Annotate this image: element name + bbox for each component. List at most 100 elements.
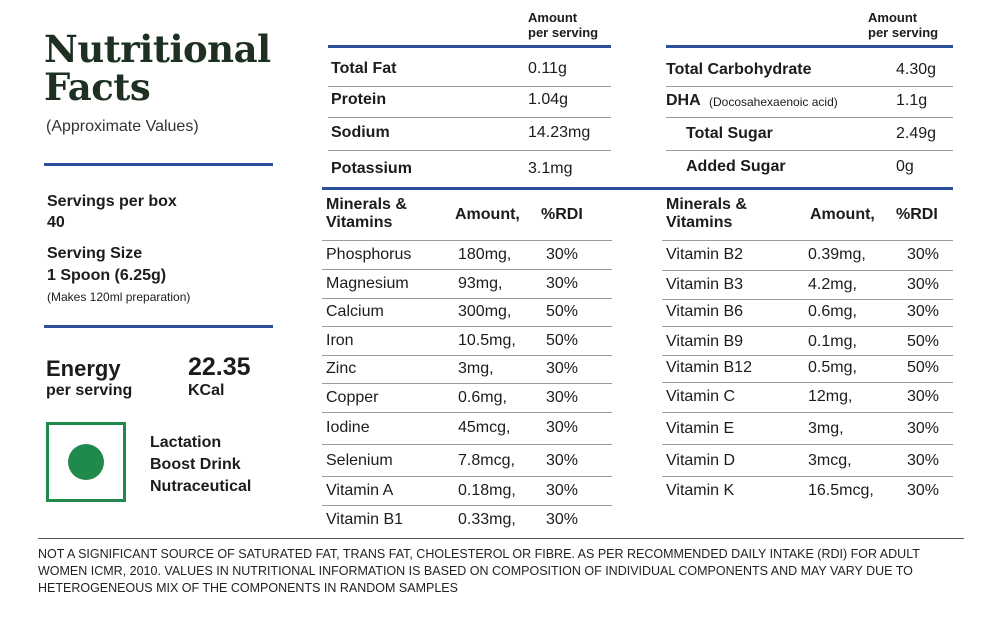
vitamin-amount: 4.2mg,	[808, 276, 857, 293]
mineral-name: Vitamin B1	[326, 511, 404, 528]
column-header-amount: Amount,	[455, 206, 520, 223]
product-line-3: Nutraceutical	[150, 478, 252, 495]
row-divider	[322, 383, 612, 384]
vitamin-name: Vitamin D	[666, 452, 736, 469]
nutrient-value: 3.1mg	[528, 160, 573, 177]
header-line-2: per serving	[528, 25, 599, 40]
table-top-rule	[666, 45, 953, 48]
macros-right-header: Amount per serving	[868, 10, 938, 40]
serving-size-note: (Makes 120ml preparation)	[47, 290, 191, 304]
vitamin-rdi: 30%	[907, 452, 940, 469]
nutrient-value: 0g	[896, 158, 914, 175]
nutrient-value: 14.23mg	[528, 124, 591, 141]
nutrient-value: 2.49g	[896, 125, 937, 142]
mineral-name: Calcium	[326, 303, 384, 320]
mineral-amount: 45mcg,	[458, 419, 511, 436]
row-divider	[662, 270, 953, 271]
mineral-name: Zinc	[326, 360, 357, 377]
vitamin-name: Vitamin K	[666, 482, 735, 499]
energy-label: Energy	[46, 356, 121, 381]
vitamin-amount: 0.5mg,	[808, 359, 857, 376]
header-line-2: Vitamins	[666, 214, 733, 231]
vitamin-name: Vitamin B9	[666, 333, 744, 350]
column-header-amount: Amount,	[810, 206, 875, 223]
row-divider	[666, 86, 953, 87]
serving-size-value: 1 Spoon (6.25g)	[47, 267, 167, 284]
footer-rule	[38, 538, 964, 539]
mineral-amount: 0.18mg,	[458, 482, 516, 499]
divider	[44, 325, 273, 328]
mineral-name: Vitamin A	[326, 482, 394, 499]
nutrient-name: Protein	[331, 91, 387, 108]
mineral-amount: 0.6mg,	[458, 389, 507, 406]
row-divider	[322, 326, 612, 327]
row-divider	[322, 505, 612, 506]
nutrient-name: Total Carbohydrate	[666, 61, 812, 78]
vitamin-name: Vitamin B6	[666, 303, 744, 320]
mineral-rdi: 30%	[546, 419, 579, 436]
mineral-name: Magnesium	[326, 275, 409, 292]
header-line-2: Vitamins	[326, 214, 393, 231]
mineral-rdi: 30%	[546, 246, 579, 263]
vitamin-rdi: 30%	[907, 246, 940, 263]
nutrient-note: (Docosahexaenoic acid)	[709, 95, 838, 109]
nutrient-name: Total Sugar	[686, 125, 773, 142]
servings-per-box-value: 40	[47, 214, 65, 231]
macros-left-header: Amount per serving	[528, 10, 598, 40]
product-line-1: Lactation	[150, 434, 222, 451]
nutrient-value: 1.1g	[896, 92, 928, 109]
vitamin-name: Vitamin E	[666, 420, 735, 437]
mineral-rdi: 50%	[546, 332, 579, 349]
row-divider	[662, 476, 953, 477]
nutrient-name: Sodium	[331, 124, 390, 141]
vitamin-amount: 12mg,	[808, 388, 853, 405]
mineral-name: Selenium	[326, 452, 393, 469]
column-header-name: Minerals & Vitamins	[666, 196, 747, 232]
row-divider	[322, 240, 612, 241]
mineral-amount: 0.33mg,	[458, 511, 516, 528]
row-divider	[662, 299, 953, 300]
vitamin-amount: 0.1mg,	[808, 333, 857, 350]
row-divider	[322, 355, 612, 356]
vitamin-amount: 3mcg,	[808, 452, 852, 469]
mineral-amount: 300mg,	[458, 303, 512, 320]
vitamin-name: Vitamin B12	[666, 359, 752, 376]
section-rule	[322, 187, 953, 190]
vitamin-rdi: 50%	[907, 359, 940, 376]
row-divider	[322, 412, 612, 413]
column-header-rdi: %RDI	[541, 206, 583, 223]
vitamin-name: Vitamin B2	[666, 246, 744, 263]
nutrient-name: Added Sugar	[686, 158, 786, 175]
vitamin-rdi: 30%	[907, 276, 940, 293]
mineral-rdi: 30%	[546, 275, 579, 292]
mineral-name: Phosphorus	[326, 246, 412, 263]
mineral-rdi: 30%	[546, 389, 579, 406]
vitamin-name: Vitamin B3	[666, 276, 744, 293]
row-divider	[666, 150, 953, 151]
mineral-name: Copper	[326, 389, 379, 406]
header-line-1: Amount	[868, 10, 918, 25]
vitamin-amount: 3mg,	[808, 420, 844, 437]
row-divider	[328, 150, 611, 151]
row-divider	[322, 476, 612, 477]
mineral-rdi: 30%	[546, 482, 579, 499]
row-divider	[662, 240, 953, 241]
title-line-1: Nutritional	[44, 27, 271, 71]
energy-unit: KCal	[188, 382, 225, 399]
nutrient-name: Potassium	[331, 160, 412, 177]
nutrient-value: 4.30g	[896, 61, 937, 78]
row-divider	[328, 117, 611, 118]
title-line-2: Facts	[44, 65, 151, 109]
subtitle: (Approximate Values)	[46, 118, 199, 135]
vitamin-amount: 0.39mg,	[808, 246, 866, 263]
row-divider	[662, 444, 953, 445]
energy-sublabel: per serving	[46, 382, 133, 399]
row-divider	[328, 86, 611, 87]
vitamin-name: Vitamin C	[666, 388, 736, 405]
veg-mark-icon	[46, 422, 126, 502]
mineral-rdi: 30%	[546, 511, 579, 528]
serving-size-label: Serving Size	[47, 245, 143, 262]
row-divider	[322, 444, 612, 445]
nutrient-name: DHA	[666, 92, 701, 109]
veg-dot-icon	[68, 444, 104, 480]
